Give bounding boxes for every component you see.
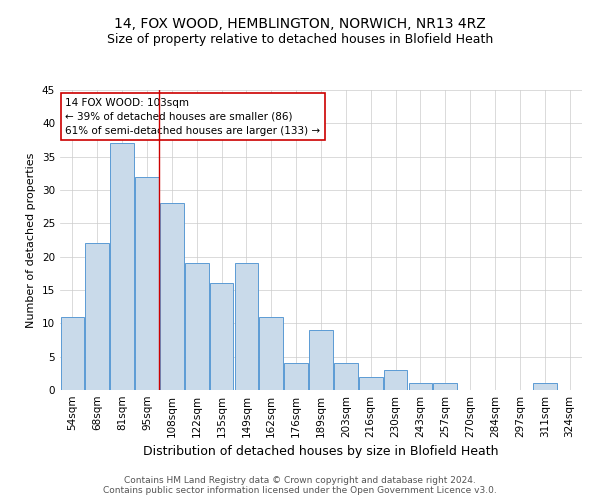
Text: Contains public sector information licensed under the Open Government Licence v3: Contains public sector information licen… <box>103 486 497 495</box>
Bar <box>61 316 84 390</box>
Bar <box>235 264 258 390</box>
Bar <box>359 376 383 390</box>
Bar <box>259 316 283 390</box>
Bar <box>185 264 209 390</box>
Text: Size of property relative to detached houses in Blofield Heath: Size of property relative to detached ho… <box>107 32 493 46</box>
Bar <box>409 384 432 390</box>
Text: Contains HM Land Registry data © Crown copyright and database right 2024.: Contains HM Land Registry data © Crown c… <box>124 476 476 485</box>
Bar <box>135 176 159 390</box>
Text: 14 FOX WOOD: 103sqm
← 39% of detached houses are smaller (86)
61% of semi-detach: 14 FOX WOOD: 103sqm ← 39% of detached ho… <box>65 98 320 136</box>
Bar <box>210 284 233 390</box>
Bar <box>533 384 557 390</box>
Y-axis label: Number of detached properties: Number of detached properties <box>26 152 37 328</box>
Bar <box>110 144 134 390</box>
Bar <box>160 204 184 390</box>
Bar <box>309 330 333 390</box>
Bar <box>384 370 407 390</box>
Text: 14, FOX WOOD, HEMBLINGTON, NORWICH, NR13 4RZ: 14, FOX WOOD, HEMBLINGTON, NORWICH, NR13… <box>114 18 486 32</box>
Bar <box>433 384 457 390</box>
X-axis label: Distribution of detached houses by size in Blofield Heath: Distribution of detached houses by size … <box>143 446 499 458</box>
Bar <box>85 244 109 390</box>
Bar <box>284 364 308 390</box>
Bar <box>334 364 358 390</box>
